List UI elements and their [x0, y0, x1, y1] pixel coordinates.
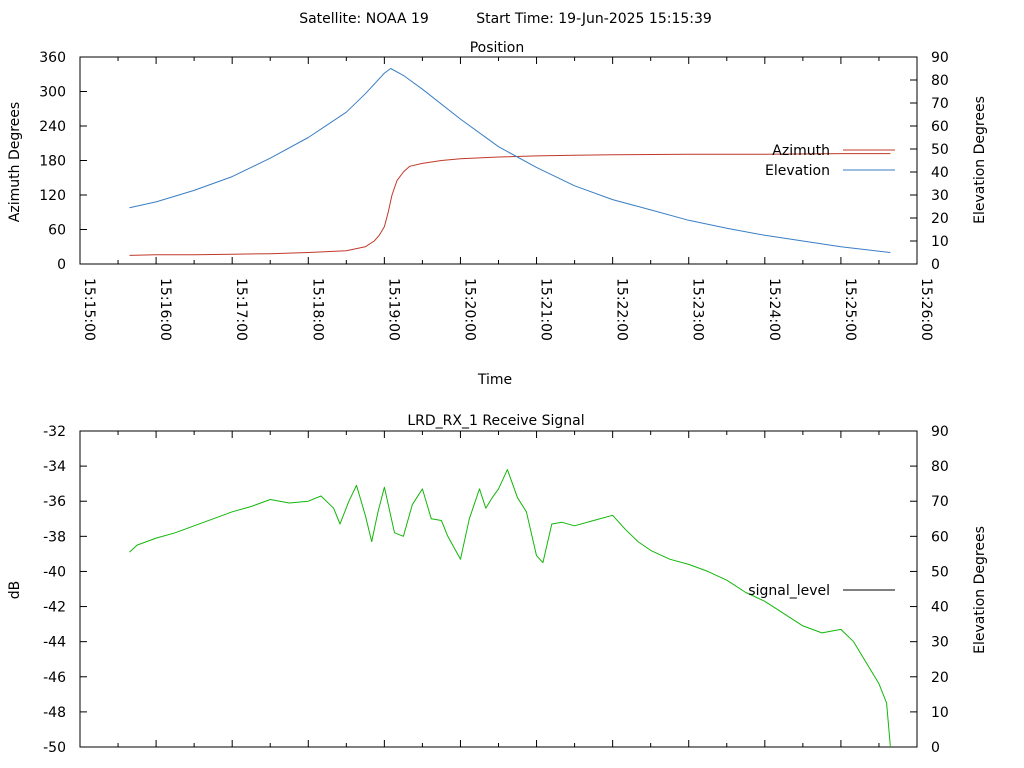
position-chart: Position 0 60 120 180 240 300 360 0 10 20 30 40 50 60…: [7, 40, 988, 388]
position-ylabel: Azimuth Degrees: [7, 102, 23, 222]
y2-tick-label: 20: [931, 670, 949, 686]
x-tick-label: 15:20:00: [461, 278, 477, 341]
header-satellite: Satellite: NOAA 19: [299, 11, 429, 27]
x-tick-label: 15:21:00: [538, 278, 554, 341]
y2-tick-label: 20: [931, 211, 949, 227]
legend-label-signal: signal_level: [748, 583, 830, 599]
x-tick-label: 15:18:00: [309, 278, 325, 341]
y-tick-label: 300: [39, 85, 66, 101]
y-tick-label: -46: [43, 670, 66, 686]
x-tick-label: 15:26:00: [918, 278, 934, 341]
y-tick-label: -32: [43, 424, 66, 440]
y2-tick-label: 10: [931, 234, 949, 250]
series-line-signal-level: [129, 469, 891, 748]
position-xlabel: Time: [477, 372, 512, 388]
y-tick-label: -40: [43, 564, 66, 580]
y2-tick-label: 70: [931, 494, 949, 510]
y-tick-label: 60: [48, 223, 66, 239]
signal-chart-title: LRD_RX_1 Receive Signal: [407, 413, 584, 429]
y2-tick-label: 40: [931, 165, 949, 181]
legend-label-azimuth: Azimuth: [772, 143, 830, 159]
y2-tick-label: 70: [931, 96, 949, 112]
y-tick-label: -34: [43, 459, 66, 475]
series-line-elevation: [129, 68, 891, 253]
y-tick-label: -50: [43, 740, 66, 756]
y-tick-label: -36: [43, 494, 66, 510]
position-series: [129, 68, 891, 256]
y2-tick-label: 40: [931, 600, 949, 616]
x-tick-label: 15:15:00: [81, 278, 97, 341]
signal-ticks: -50 -48 -46 -44 -42 -40 -38 -36 -34 -32 0 10 20 30 40 5…: [43, 424, 949, 756]
y-tick-label: -48: [43, 705, 66, 721]
signal-ylabel: dB: [7, 581, 23, 600]
x-tick-label: 15:23:00: [690, 278, 706, 341]
position-legend: Azimuth Elevation: [765, 143, 895, 179]
y2-tick-label: 0: [931, 740, 940, 756]
y-tick-label: -42: [43, 600, 66, 616]
y2-tick-label: 0: [931, 257, 940, 273]
legend-label-elevation: Elevation: [765, 163, 830, 179]
y2-tick-label: 30: [931, 188, 949, 204]
position-chart-title: Position: [470, 40, 525, 56]
y-tick-label: 180: [39, 154, 66, 170]
x-tick-label: 15:17:00: [233, 278, 249, 341]
x-tick-label: 15:25:00: [842, 278, 858, 341]
y2-tick-label: 60: [931, 119, 949, 135]
position-plot-frame: [79, 56, 918, 265]
y2-tick-label: 50: [931, 142, 949, 158]
y-tick-label: -44: [43, 635, 66, 651]
x-tick-label: 15:24:00: [766, 278, 782, 341]
y2-tick-label: 80: [931, 73, 949, 89]
y2-tick-label: 60: [931, 529, 949, 545]
y2-tick-label: 50: [931, 564, 949, 580]
signal-y2label: Elevation Degrees: [972, 526, 988, 654]
series-line-azimuth: [129, 153, 891, 256]
y2-tick-label: 90: [931, 424, 949, 440]
y2-tick-label: 80: [931, 459, 949, 475]
position-y2label: Elevation Degrees: [972, 96, 988, 224]
y-tick-label: 360: [39, 50, 66, 66]
y2-tick-label: 10: [931, 705, 949, 721]
y-tick-label: 0: [57, 257, 66, 273]
signal-legend: signal_level: [748, 583, 895, 599]
position-ticks: 0 60 120 180 240 300 360 0 10 20 30 40 50 60 70 80 90 15:…: [39, 50, 949, 341]
y2-tick-label: 90: [931, 50, 949, 66]
x-tick-label: 15:19:00: [385, 278, 401, 341]
y-tick-label: 120: [39, 188, 66, 204]
x-tick-label: 15:16:00: [157, 278, 173, 341]
signal-chart: LRD_RX_1 Receive Signal -50-48-46-44-42-…: [7, 413, 988, 756]
x-tick-label: 15:22:00: [614, 278, 630, 341]
signal-series: [129, 469, 891, 748]
y-tick-label: 240: [39, 119, 66, 135]
y-tick-label: -38: [43, 529, 66, 545]
y2-tick-label: 30: [931, 635, 949, 651]
header-start-time: Start Time: 19-Jun-2025 15:15:39: [476, 11, 712, 27]
